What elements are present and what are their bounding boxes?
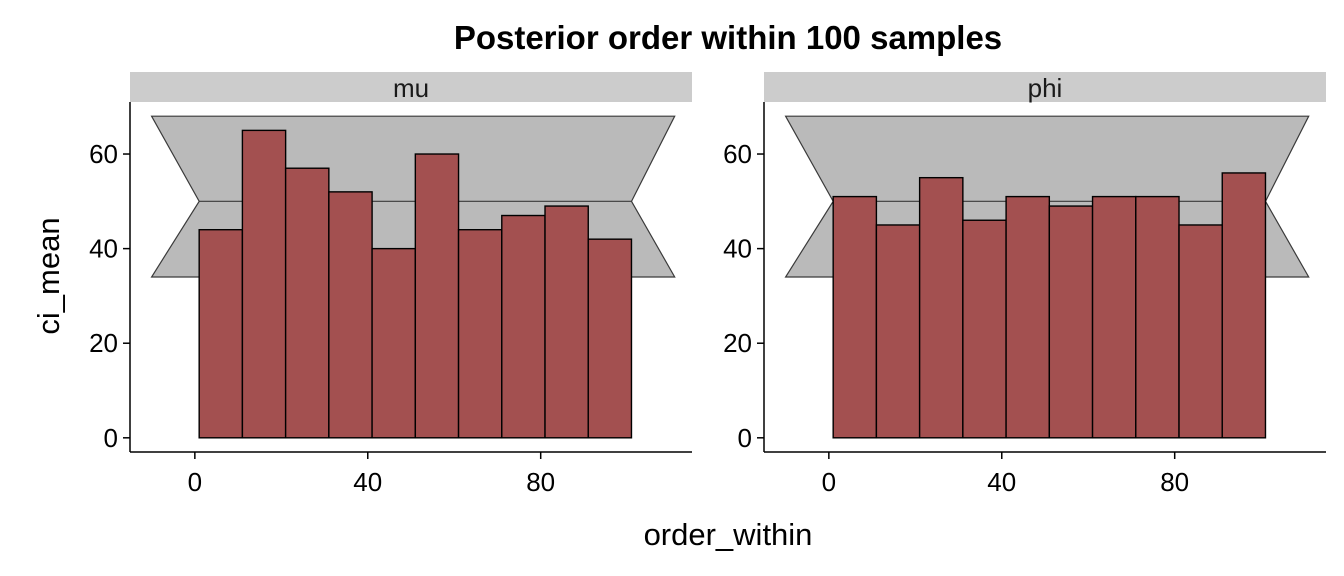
bar-phi-1 — [832, 195, 878, 439]
bar-mu-7 — [457, 229, 503, 439]
bar-phi-10 — [1221, 172, 1267, 439]
y-tick-label-mu-60: 60 — [89, 139, 118, 169]
bar-phi-6 — [1048, 205, 1094, 439]
strip-label-phi: phi — [1028, 73, 1063, 103]
x-tick-label-mu-80: 80 — [526, 467, 555, 497]
bar-phi-5 — [1005, 195, 1051, 439]
strip-mu — [130, 72, 692, 102]
y-tick-label-phi-60: 60 — [723, 139, 752, 169]
bar-phi-9 — [1178, 224, 1223, 439]
bar-phi-7 — [1091, 195, 1137, 439]
bar-phi-2 — [875, 224, 921, 439]
x-tick-label-phi-0: 0 — [822, 467, 836, 497]
y-axis-title: ci_mean — [31, 217, 66, 334]
y-tick-label-mu-0: 0 — [104, 423, 118, 453]
chart-title: Posterior order within 100 samples — [454, 19, 1002, 56]
x-axis-title: order_within — [644, 517, 813, 552]
strip-phi — [764, 72, 1326, 102]
y-tick-label-mu-40: 40 — [89, 234, 118, 264]
bar-phi-8 — [1135, 195, 1180, 439]
x-tick-label-phi-80: 80 — [1160, 467, 1189, 497]
y-tick-label-phi-0: 0 — [738, 423, 752, 453]
bar-mu-1 — [198, 229, 244, 439]
strip-label-mu: mu — [393, 73, 429, 103]
x-tick-label-mu-40: 40 — [353, 467, 382, 497]
bar-mu-3 — [284, 167, 330, 439]
bar-mu-10 — [587, 238, 633, 439]
bar-mu-8 — [501, 214, 546, 439]
y-tick-label-mu-20: 20 — [89, 328, 118, 358]
bar-phi-4 — [962, 219, 1007, 439]
bar-mu-6 — [414, 153, 460, 439]
x-tick-label-phi-40: 40 — [987, 467, 1016, 497]
bar-mu-9 — [544, 205, 589, 439]
x-tick-label-mu-0: 0 — [188, 467, 202, 497]
bar-phi-3 — [918, 176, 964, 439]
panel-phi: phi 0 20 40 60 0 40 80 — [723, 72, 1326, 497]
bar-mu-4 — [328, 191, 373, 439]
bar-mu-5 — [371, 247, 417, 439]
panels: mu 0 20 40 60 0 40 80 phi 0 20 40 60 0 40 80 — [89, 72, 1326, 497]
bar-mu-2 — [241, 129, 287, 439]
panel-mu: mu 0 20 40 60 0 40 80 — [89, 72, 692, 497]
y-tick-label-phi-20: 20 — [723, 328, 752, 358]
y-tick-label-phi-40: 40 — [723, 234, 752, 264]
